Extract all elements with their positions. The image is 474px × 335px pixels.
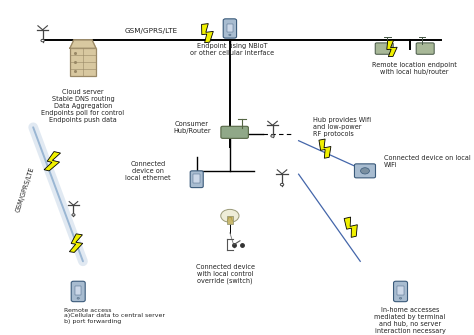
Polygon shape <box>344 217 357 238</box>
Circle shape <box>271 135 274 137</box>
Text: Remote access
a)Cellular data to central server
b) port forwarding: Remote access a)Cellular data to central… <box>64 308 165 324</box>
Circle shape <box>361 168 369 174</box>
Circle shape <box>229 34 231 36</box>
FancyBboxPatch shape <box>70 48 96 76</box>
Circle shape <box>399 297 402 299</box>
FancyBboxPatch shape <box>75 286 82 295</box>
FancyBboxPatch shape <box>227 24 233 32</box>
Text: GSM/GPRS/LTE: GSM/GPRS/LTE <box>14 166 35 213</box>
Text: Hub provides Wifi
and low-power
RF protocols: Hub provides Wifi and low-power RF proto… <box>313 117 371 137</box>
FancyBboxPatch shape <box>397 286 404 295</box>
Text: Remote location endpoint
with local hub/router: Remote location endpoint with local hub/… <box>372 62 457 75</box>
Circle shape <box>77 297 80 299</box>
Polygon shape <box>201 23 213 43</box>
FancyBboxPatch shape <box>393 281 408 302</box>
Polygon shape <box>44 151 61 171</box>
FancyBboxPatch shape <box>227 216 233 224</box>
FancyBboxPatch shape <box>221 126 248 138</box>
Circle shape <box>72 214 75 216</box>
Text: Connected device
with local control
override (switch): Connected device with local control over… <box>196 264 255 284</box>
Text: Cloud server
Stable DNS routing
Data Aggregation
Endpoints poll for control
Endp: Cloud server Stable DNS routing Data Agg… <box>41 89 125 123</box>
Circle shape <box>41 39 45 42</box>
Polygon shape <box>387 40 397 57</box>
Polygon shape <box>69 234 83 252</box>
Polygon shape <box>319 139 331 158</box>
FancyBboxPatch shape <box>223 19 237 38</box>
FancyBboxPatch shape <box>355 164 375 178</box>
FancyBboxPatch shape <box>71 281 85 302</box>
FancyBboxPatch shape <box>190 171 203 188</box>
FancyBboxPatch shape <box>416 43 434 54</box>
FancyBboxPatch shape <box>193 174 200 183</box>
Polygon shape <box>70 40 96 48</box>
Circle shape <box>280 183 284 186</box>
Text: Connected
device on
local ethernet: Connected device on local ethernet <box>125 161 171 181</box>
FancyBboxPatch shape <box>375 43 393 54</box>
Text: Consumer
Hub/Router: Consumer Hub/Router <box>173 121 211 134</box>
Text: GSM/GPRS/LTE: GSM/GPRS/LTE <box>125 27 178 34</box>
Circle shape <box>221 209 239 222</box>
Text: Endpoint using NBIoT
or other cellular interface: Endpoint using NBIoT or other cellular i… <box>190 43 274 56</box>
Text: In-home accesses
mediated by terminal
and hub, no server
interaction necessary: In-home accesses mediated by terminal an… <box>374 307 446 334</box>
Text: Connected device on local
WiFi: Connected device on local WiFi <box>384 155 471 168</box>
